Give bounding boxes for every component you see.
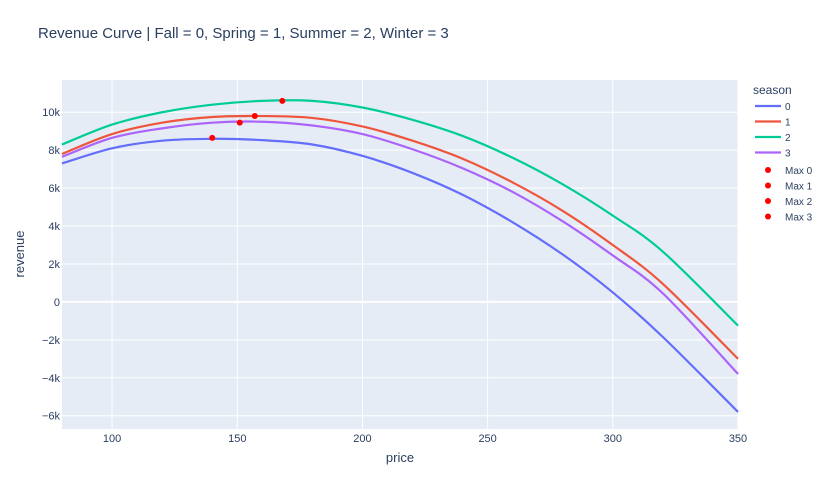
y-tick-label: 6k [48, 183, 60, 195]
max-point-3 [236, 119, 243, 126]
legend-marker [765, 213, 771, 220]
legend-marker [765, 198, 771, 204]
y-tick-label: −2k [42, 335, 61, 347]
chart-title: Revenue Curve | Fall = 0, Spring = 1, Su… [38, 25, 449, 42]
y-tick-label: 2k [48, 259, 60, 271]
x-tick-label: 150 [228, 433, 246, 445]
max-point-1 [251, 113, 258, 120]
x-tick-label: 250 [478, 433, 496, 445]
legend-label: 1 [785, 118, 791, 129]
x-tick-label: 350 [729, 433, 747, 445]
legend-items: 0 1 2 3 Max 0 Max 1 Max 2 Max 3 [755, 102, 813, 224]
legend-label: Max 3 [785, 213, 813, 224]
legend-item-max-1[interactable]: Max 1 [765, 182, 813, 193]
series-layer [61, 99, 739, 413]
y-tick-label: 4k [48, 221, 60, 233]
x-tick-label: 100 [103, 433, 121, 445]
legend-marker [765, 182, 771, 189]
x-axis-title: price [386, 450, 414, 465]
legend-label: Max 2 [785, 197, 813, 208]
plot-area [62, 80, 738, 429]
legend-title: season [753, 83, 792, 97]
legend-label: 2 [785, 133, 791, 144]
legend-label: Max 0 [785, 166, 813, 177]
legend-item-0[interactable]: 0 [755, 102, 791, 113]
legend-item-1[interactable]: 1 [755, 118, 791, 129]
legend-item-3[interactable]: 3 [755, 149, 791, 160]
y-tick-label: −4k [42, 373, 61, 385]
legend-item-max-3[interactable]: Max 3 [765, 213, 813, 224]
series-line-2 [61, 99, 739, 327]
legend-label: 3 [785, 149, 791, 160]
y-tick-label: −6k [42, 411, 61, 423]
series-line-0 [61, 137, 739, 413]
legend-item-max-2[interactable]: Max 2 [765, 197, 813, 208]
y-tick-label: 0 [54, 297, 60, 309]
legend-label: 0 [785, 102, 791, 113]
y-axis-title: revenue [12, 231, 27, 278]
legend-item-2[interactable]: 2 [755, 133, 791, 144]
max-point-2 [279, 97, 286, 104]
legend: season 0 1 2 3 Max 0 Max 1 Max 2 Max 3 [753, 83, 813, 224]
y-tick-label: 8k [48, 145, 60, 157]
legend-label: Max 1 [785, 182, 813, 193]
x-tick-label: 300 [604, 433, 622, 445]
markers-layer [209, 97, 286, 141]
x-tick-label: 200 [353, 433, 371, 445]
x-tick-labels: 100 150 200 250 300 350 [103, 433, 747, 445]
y-tick-label: 10k [42, 107, 60, 119]
y-tick-labels: −6k −4k −2k 0 2k 4k 6k 8k 10k [42, 107, 61, 422]
max-point-0 [209, 134, 216, 141]
legend-item-max-0[interactable]: Max 0 [765, 166, 813, 177]
legend-marker [765, 167, 771, 173]
series-line-3 [61, 120, 739, 375]
series-line-1 [61, 114, 739, 360]
